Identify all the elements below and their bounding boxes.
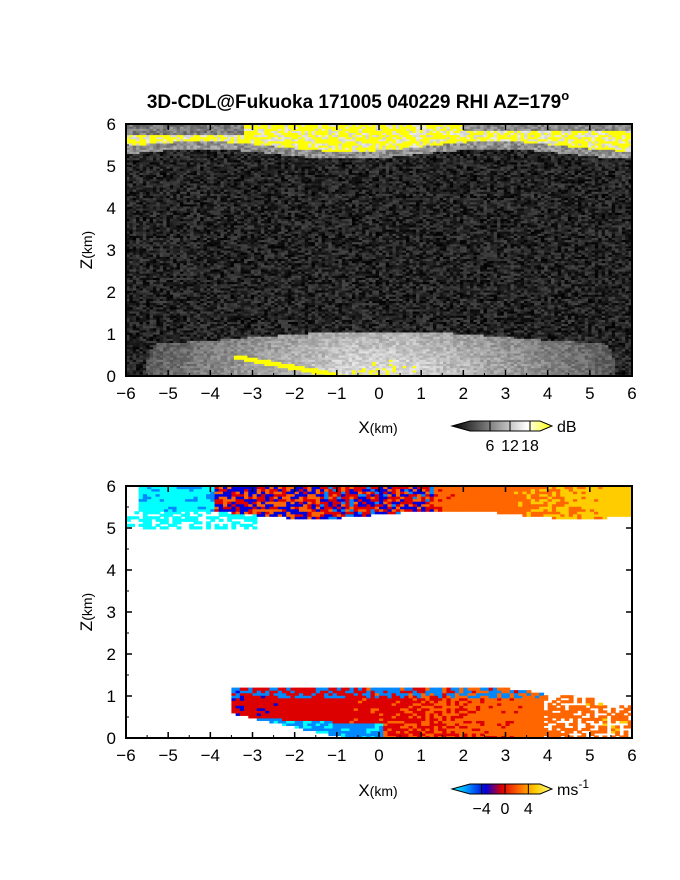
figure-title: 3D-CDL@Fukuoka 171005 040229 RHI AZ=179o — [147, 88, 569, 113]
reflectivity-cells — [126, 124, 633, 377]
reflectivity-plot-area — [126, 124, 633, 377]
